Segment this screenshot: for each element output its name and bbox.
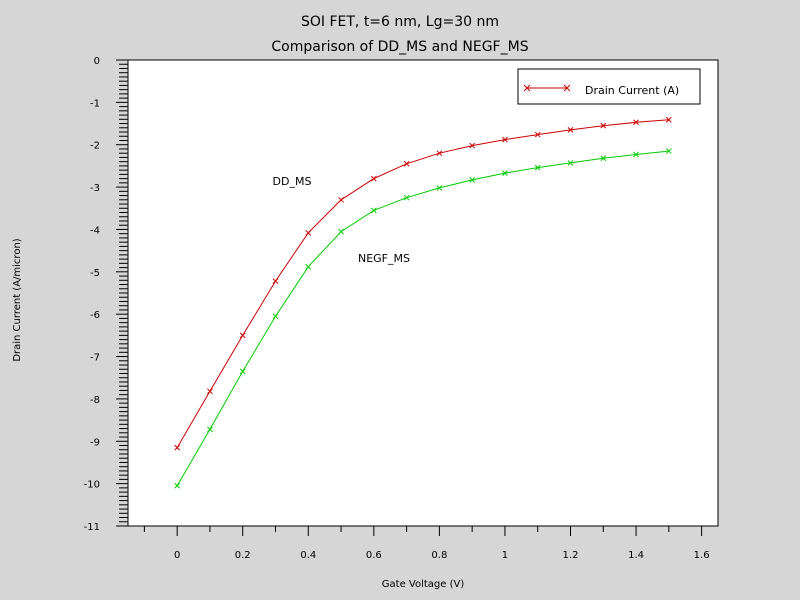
data-point	[174, 444, 181, 451]
y-tick-label: -1	[90, 98, 100, 109]
y-tick-label: -4	[90, 225, 100, 236]
y-tick-label: -7	[90, 353, 100, 364]
x-tick-label: 0.2	[235, 550, 251, 561]
x-tick-label: 1.4	[628, 550, 644, 561]
y-tick-label: 0	[94, 56, 100, 67]
x-tick-label: 1.6	[694, 550, 710, 561]
data-point	[272, 278, 279, 284]
data-point	[403, 160, 410, 167]
y-axis-label: Drain Current (A/micron)	[12, 238, 23, 361]
x-axis-label: Gate Voltage (V)	[382, 579, 465, 590]
chart-title: SOI FET, t=6 nm, Lg=30 nm	[301, 14, 499, 30]
data-point	[469, 142, 476, 149]
series-line-dd-ms	[176, 119, 669, 448]
data-point	[403, 194, 410, 201]
data-point	[567, 160, 574, 166]
x-tick-label: 0.8	[431, 550, 447, 561]
data-point	[600, 122, 607, 129]
data-point	[436, 150, 443, 157]
data-point	[502, 170, 508, 176]
x-tick-label: 0	[174, 550, 180, 561]
chart-subtitle: Comparison of DD_MS and NEGF_MS	[271, 39, 528, 55]
series-layer	[174, 116, 672, 489]
data-point	[534, 164, 541, 171]
annotation-negf-ms: NEGF_MS	[358, 252, 410, 265]
data-point	[272, 313, 279, 320]
data-point	[665, 116, 672, 123]
series-line-negf-ms	[176, 150, 669, 487]
x-tick-label: 1.2	[563, 550, 579, 561]
data-point	[469, 177, 476, 183]
plot-area	[127, 59, 719, 527]
data-point	[600, 155, 607, 162]
legend-label: Drain Current (A)	[585, 84, 679, 97]
y-tick-label: -8	[90, 395, 100, 406]
y-tick-label: -11	[84, 522, 100, 533]
annotation-dd-ms: DD_MS	[273, 175, 312, 188]
legend-box	[517, 68, 701, 105]
x-tick-label: 0.4	[300, 550, 316, 561]
data-point	[174, 482, 181, 489]
data-point	[665, 148, 672, 154]
data-point	[370, 207, 377, 214]
data-point	[305, 263, 312, 270]
data-point	[502, 136, 508, 143]
x-tick-label: 0.6	[366, 550, 382, 561]
data-point	[305, 229, 312, 236]
data-point	[239, 368, 246, 375]
data-point	[633, 151, 639, 158]
x-axis: 0 0.2 0.4 0.6 0.8 1 1.2 1.4 1.6	[143, 526, 710, 561]
data-point	[370, 175, 377, 182]
y-tick-label: -6	[90, 310, 100, 321]
x-tick-label: 1	[502, 550, 508, 561]
data-point	[338, 228, 344, 235]
data-point	[207, 426, 213, 433]
y-tick-label: -2	[90, 141, 100, 152]
y-tick-label: -3	[90, 183, 100, 194]
data-point	[534, 131, 541, 138]
data-point	[338, 196, 344, 203]
legend: Drain Current (A)	[517, 68, 701, 105]
y-tick-label: -9	[90, 437, 100, 448]
data-point	[239, 332, 246, 339]
y-axis: 0 -1 -2 -3 -4 -5 -6 -7 -8 -9 -10 -11	[84, 56, 128, 533]
y-tick-label: -5	[90, 268, 100, 279]
y-tick-label: -10	[84, 480, 100, 491]
data-point	[436, 185, 443, 191]
data-point	[567, 127, 574, 133]
data-point	[633, 119, 639, 126]
data-point	[207, 388, 213, 395]
legend-markers	[523, 84, 571, 92]
